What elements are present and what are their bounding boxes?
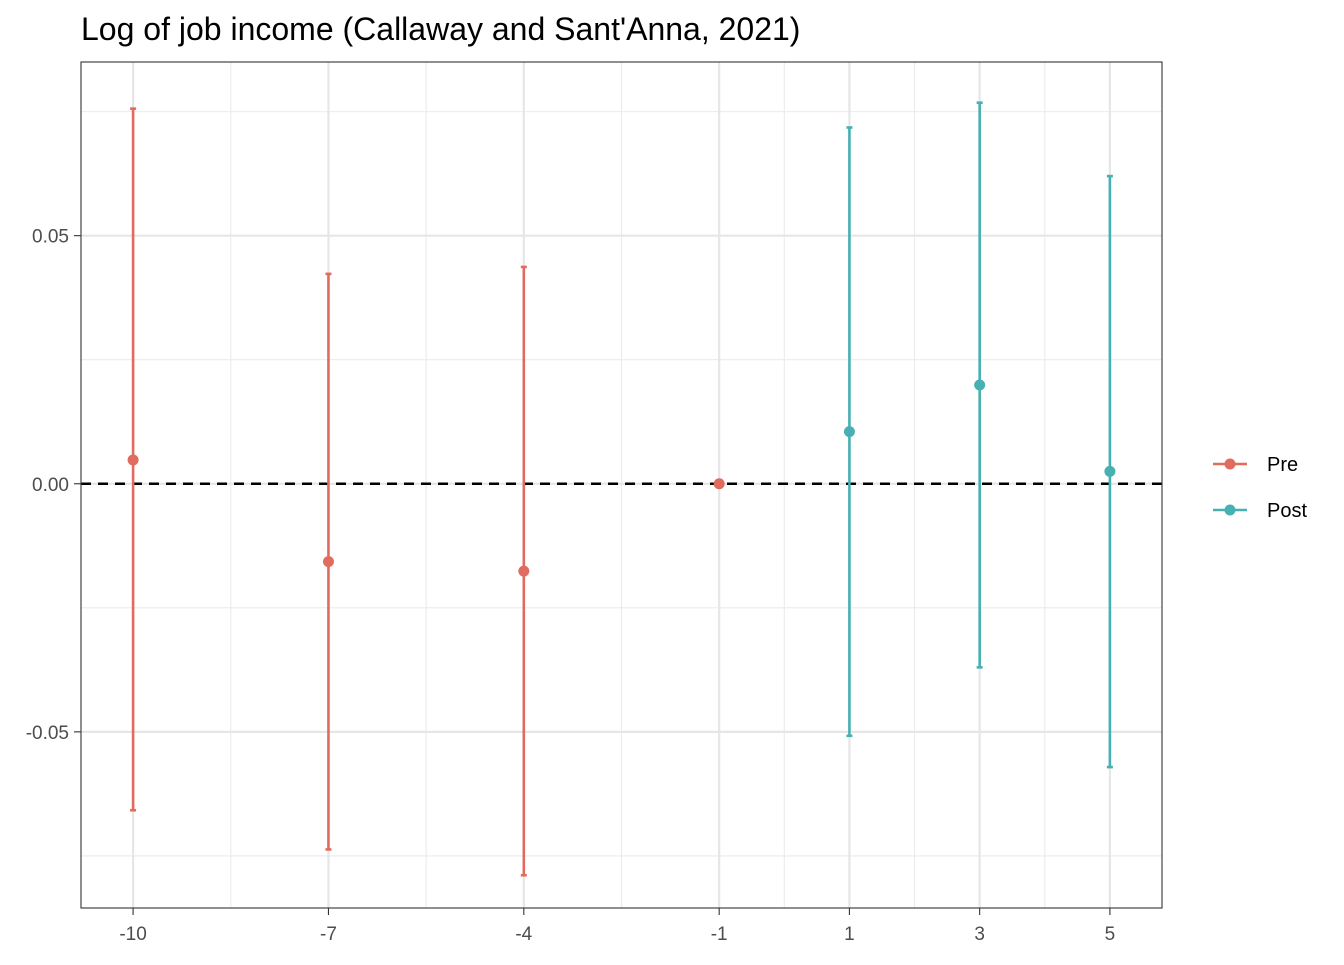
legend-label: Post bbox=[1267, 500, 1307, 522]
x-tick-label: 3 bbox=[974, 924, 985, 945]
panel-border bbox=[80, 61, 1163, 909]
x-tick-label: -10 bbox=[119, 924, 146, 945]
x-tick-label: 1 bbox=[844, 924, 855, 945]
series-pre bbox=[127, 107, 725, 877]
point-estimate bbox=[322, 556, 334, 568]
x-tick-label: 5 bbox=[1105, 924, 1116, 945]
point-estimate bbox=[713, 478, 725, 490]
legend-item-post: Post bbox=[1213, 500, 1307, 522]
point-estimate bbox=[1104, 465, 1116, 477]
data-series-group bbox=[127, 101, 1116, 877]
point-estimate bbox=[974, 379, 986, 391]
x-tick-label: -1 bbox=[711, 924, 728, 945]
legend-item-pre: Pre bbox=[1213, 454, 1298, 476]
axes: -10 -7 -4 -1 1 3 5 -0.05 0.00 0.05 bbox=[26, 227, 1116, 945]
chart-title: Log of job income (Callaway and Sant'Ann… bbox=[81, 11, 800, 47]
legend-key-point bbox=[1224, 458, 1236, 470]
x-tick-label: -4 bbox=[515, 924, 532, 945]
legend-key-point bbox=[1224, 504, 1236, 516]
y-tick-label: 0.00 bbox=[32, 475, 69, 496]
point-estimate bbox=[843, 426, 855, 438]
y-tick-label: 0.05 bbox=[32, 227, 69, 248]
series-post bbox=[843, 101, 1116, 769]
legend: Pre Post bbox=[1213, 454, 1307, 522]
point-estimate bbox=[518, 565, 530, 577]
x-tick-label: -7 bbox=[320, 924, 337, 945]
point-estimate bbox=[127, 454, 139, 466]
y-tick-label: -0.05 bbox=[26, 723, 69, 744]
legend-label: Pre bbox=[1267, 454, 1298, 476]
